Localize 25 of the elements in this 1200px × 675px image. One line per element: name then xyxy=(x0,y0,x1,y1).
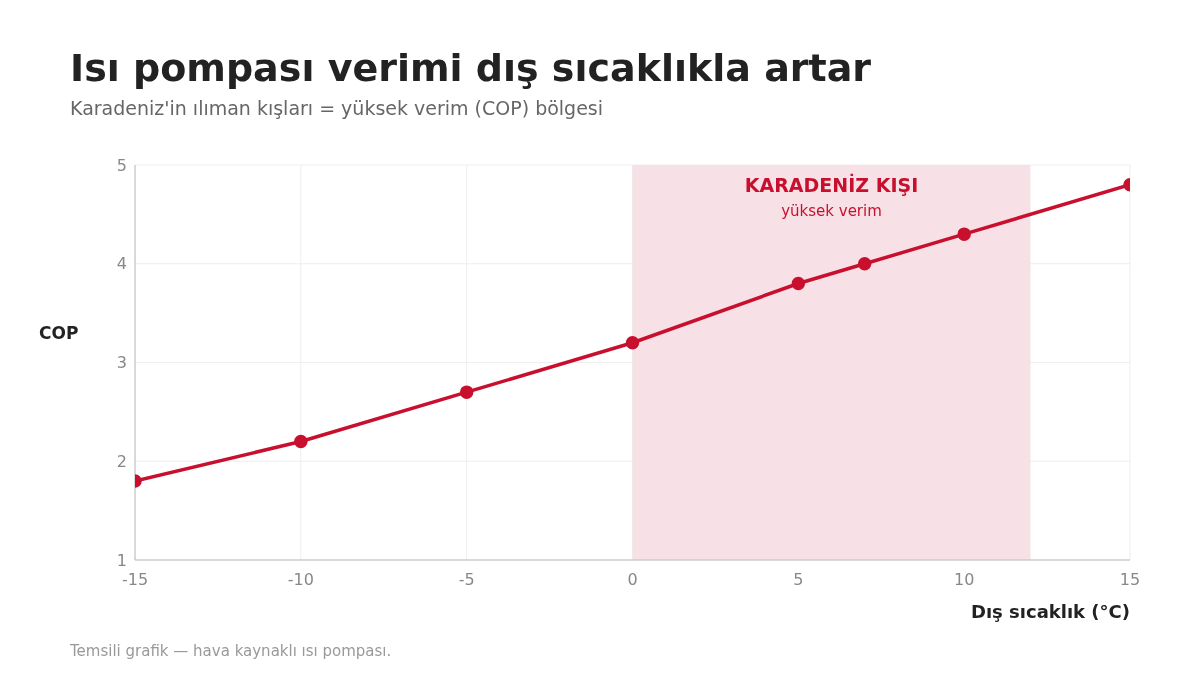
chart-title: Isı pompası verimi dış sıcaklıkla artar xyxy=(70,46,872,90)
y-tick-label: 1 xyxy=(116,550,127,570)
x-tick-label: 10 xyxy=(953,570,975,590)
point xyxy=(791,276,806,291)
y-tick-label: 5 xyxy=(116,155,127,175)
x-tick-label: -15 xyxy=(121,570,149,590)
band-label: KARADENİZ KIŞI xyxy=(744,173,919,197)
x-tick-label: 5 xyxy=(793,570,804,590)
point xyxy=(294,434,308,449)
y-axis-title: COP xyxy=(39,323,79,343)
chart-subtitle: Karadeniz'in ılıman kışları = yüksek verim (COP) bölgesi xyxy=(70,97,604,119)
point xyxy=(857,257,872,271)
x-tick-label: 15 xyxy=(1119,570,1141,590)
point xyxy=(625,336,640,350)
text: Temsili grafik — hava kaynaklı ısı pompası. xyxy=(70,642,392,660)
point xyxy=(459,385,474,399)
y-tick-label: 3 xyxy=(116,353,127,373)
y-tick-label: 4 xyxy=(116,254,127,274)
annotation: yüksek verim xyxy=(781,201,882,220)
x-tick-label: 0 xyxy=(627,570,638,590)
x-tick-label: -10 xyxy=(287,570,314,590)
y-tick-label: 2 xyxy=(116,451,127,471)
x-tick-label: -5 xyxy=(458,570,475,590)
x-axis-title: Dış sıcaklık (°C) xyxy=(970,601,1130,622)
point xyxy=(957,227,971,241)
